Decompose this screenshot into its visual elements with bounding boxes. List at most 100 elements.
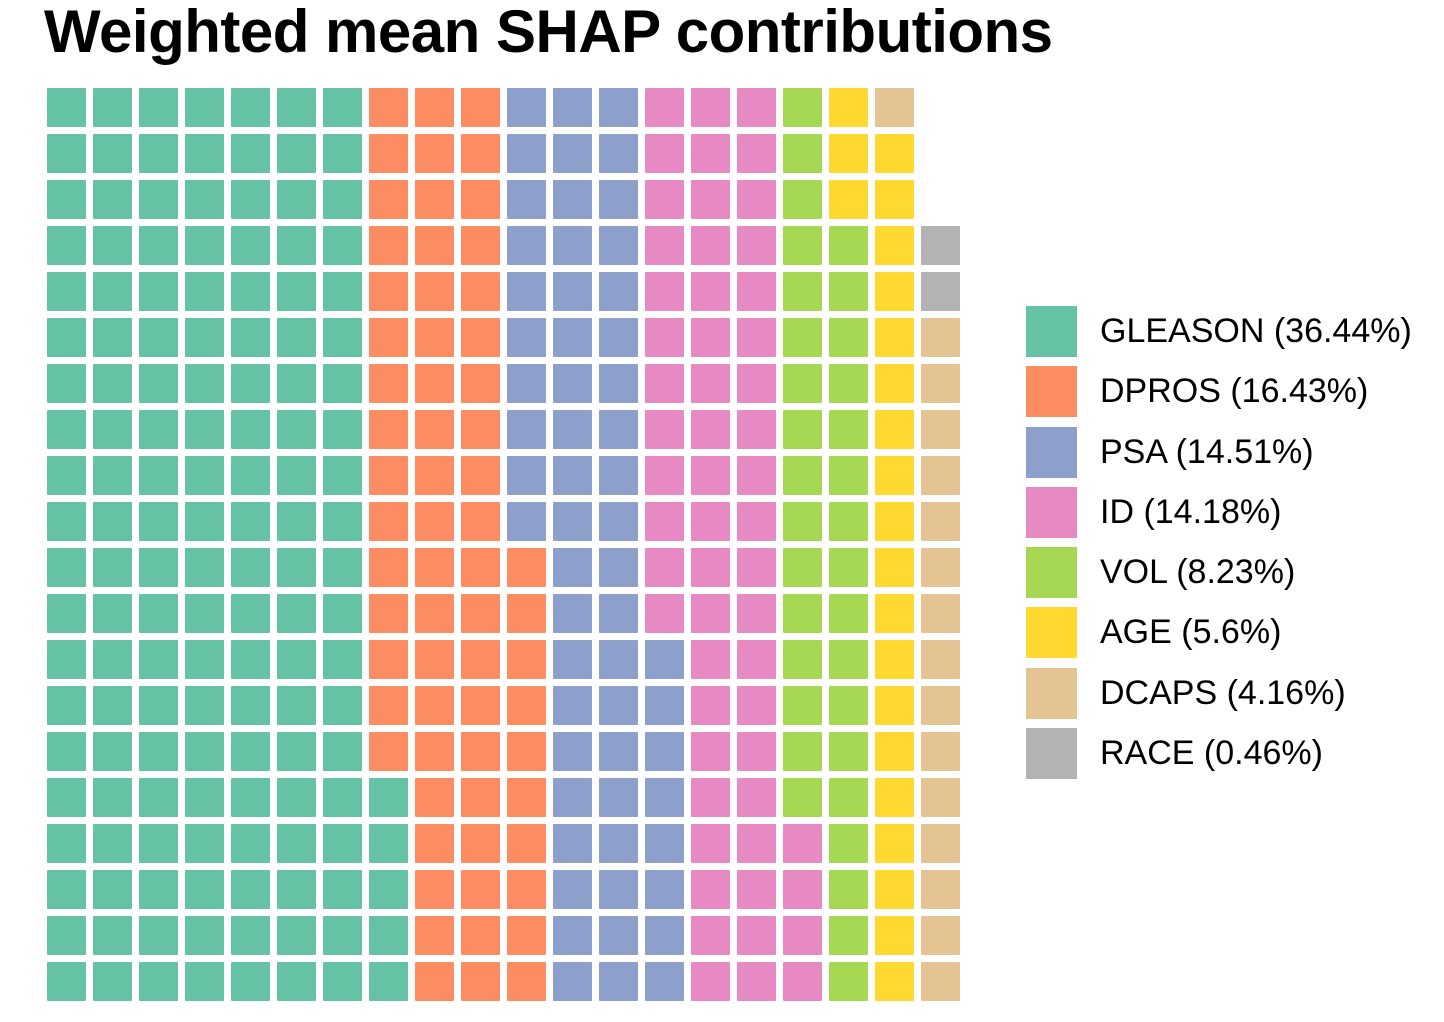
waffle-cell-vol xyxy=(828,639,869,680)
waffle-cell-gleason xyxy=(322,777,363,818)
waffle-cell-id xyxy=(690,225,731,266)
waffle-cell-id xyxy=(736,685,777,726)
waffle-cell-gleason xyxy=(138,501,179,542)
waffle-cell-id xyxy=(690,133,731,174)
waffle-cell-gleason xyxy=(230,363,271,404)
waffle-cell-psa xyxy=(598,179,639,220)
waffle-cell-dcaps xyxy=(874,88,915,128)
waffle-cell-id xyxy=(736,501,777,542)
waffle-cell-psa xyxy=(598,363,639,404)
legend-item-vol: VOL (8.23%) xyxy=(1026,547,1412,599)
waffle-cell-dpros xyxy=(414,271,455,312)
waffle-cell-dcaps xyxy=(920,409,960,450)
waffle-cell-gleason xyxy=(276,685,317,726)
waffle-cell-psa xyxy=(552,547,593,588)
waffle-cell-gleason xyxy=(47,225,87,266)
waffle-cell-psa xyxy=(552,593,593,634)
waffle-cell-vol xyxy=(828,685,869,726)
waffle-cell-dpros xyxy=(460,777,501,818)
waffle-cell-dpros xyxy=(460,685,501,726)
waffle-cell-psa xyxy=(644,869,685,910)
waffle-cell-gleason xyxy=(184,823,225,864)
waffle-cell-gleason xyxy=(276,409,317,450)
waffle-cell-gleason xyxy=(322,409,363,450)
waffle-cell-gleason xyxy=(138,271,179,312)
waffle-cell-psa xyxy=(598,777,639,818)
waffle-cell-gleason xyxy=(138,593,179,634)
waffle-cell-psa xyxy=(552,179,593,220)
waffle-cell-psa xyxy=(552,225,593,266)
waffle-cell-gleason xyxy=(92,179,133,220)
waffle-cell-psa xyxy=(552,317,593,358)
waffle-cell-dpros xyxy=(460,133,501,174)
waffle-cell-vol xyxy=(828,777,869,818)
waffle-cell-dpros xyxy=(368,179,409,220)
waffle-cell-id xyxy=(644,317,685,358)
waffle-cell-gleason xyxy=(276,547,317,588)
waffle-cell-gleason xyxy=(92,363,133,404)
waffle-cell-gleason xyxy=(47,731,87,772)
waffle-cell-vol xyxy=(782,363,823,404)
waffle-cell-id xyxy=(644,179,685,220)
waffle-cell-dpros xyxy=(368,731,409,772)
waffle-cell-id xyxy=(736,915,777,956)
legend-swatch-race xyxy=(1026,728,1077,780)
waffle-cell-psa xyxy=(506,271,547,312)
waffle-cell-age xyxy=(874,271,915,312)
legend: GLEASON (36.44%) DPROS (16.43%) PSA (14.51… xyxy=(1026,306,1412,780)
waffle-cell-psa xyxy=(644,639,685,680)
waffle-cell-vol xyxy=(828,409,869,450)
waffle-cell-vol xyxy=(782,179,823,220)
waffle-cell-gleason xyxy=(92,409,133,450)
waffle-cell-gleason xyxy=(276,639,317,680)
waffle-cell-gleason xyxy=(230,823,271,864)
waffle-cell-gleason xyxy=(230,501,271,542)
waffle-cell-psa xyxy=(598,271,639,312)
waffle-cell-gleason xyxy=(138,685,179,726)
legend-item-id: ID (14.18%) xyxy=(1026,486,1412,538)
waffle-grid xyxy=(47,88,960,1001)
waffle-cell-gleason xyxy=(47,501,87,542)
waffle-cell-gleason xyxy=(138,133,179,174)
waffle-cell-dcaps xyxy=(920,961,960,1001)
waffle-cell-dcaps xyxy=(920,639,960,680)
waffle-cell-dpros xyxy=(368,409,409,450)
waffle-cell-dcaps xyxy=(920,869,960,910)
waffle-cell-psa xyxy=(644,961,685,1001)
waffle-cell-dpros xyxy=(414,961,455,1001)
waffle-cell-age xyxy=(874,225,915,266)
waffle-cell-vol xyxy=(828,455,869,496)
waffle-cell-dpros xyxy=(460,915,501,956)
waffle-cell-gleason xyxy=(47,547,87,588)
waffle-cell-gleason xyxy=(276,777,317,818)
waffle-cell-gleason xyxy=(276,363,317,404)
legend-swatch-dcaps xyxy=(1026,667,1077,719)
waffle-cell-vol xyxy=(828,593,869,634)
legend-item-dcaps: DCAPS (4.16%) xyxy=(1026,667,1412,719)
waffle-cell-dcaps xyxy=(920,363,960,404)
waffle-cell-dpros xyxy=(414,455,455,496)
waffle-cell-vol xyxy=(782,317,823,358)
waffle-cell-gleason xyxy=(276,179,317,220)
waffle-cell-dpros xyxy=(414,88,455,128)
waffle-cell-empty xyxy=(921,180,960,219)
waffle-cell-id xyxy=(644,547,685,588)
waffle-cell-gleason xyxy=(47,685,87,726)
waffle-cell-gleason xyxy=(138,731,179,772)
waffle-cell-gleason xyxy=(230,869,271,910)
waffle-cell-dpros xyxy=(506,593,547,634)
waffle-cell-psa xyxy=(552,869,593,910)
waffle-cell-age xyxy=(874,179,915,220)
waffle-cell-age xyxy=(874,409,915,450)
waffle-cell-gleason xyxy=(47,869,87,910)
waffle-cell-race xyxy=(920,271,960,312)
waffle-cell-psa xyxy=(552,961,593,1001)
waffle-cell-gleason xyxy=(322,685,363,726)
legend-item-gleason: GLEASON (36.44%) xyxy=(1026,306,1412,357)
waffle-cell-id xyxy=(690,88,731,128)
waffle-cell-gleason xyxy=(138,547,179,588)
waffle-cell-dcaps xyxy=(920,823,960,864)
waffle-cell-age xyxy=(874,731,915,772)
waffle-cell-gleason xyxy=(276,915,317,956)
waffle-cell-id xyxy=(782,869,823,910)
